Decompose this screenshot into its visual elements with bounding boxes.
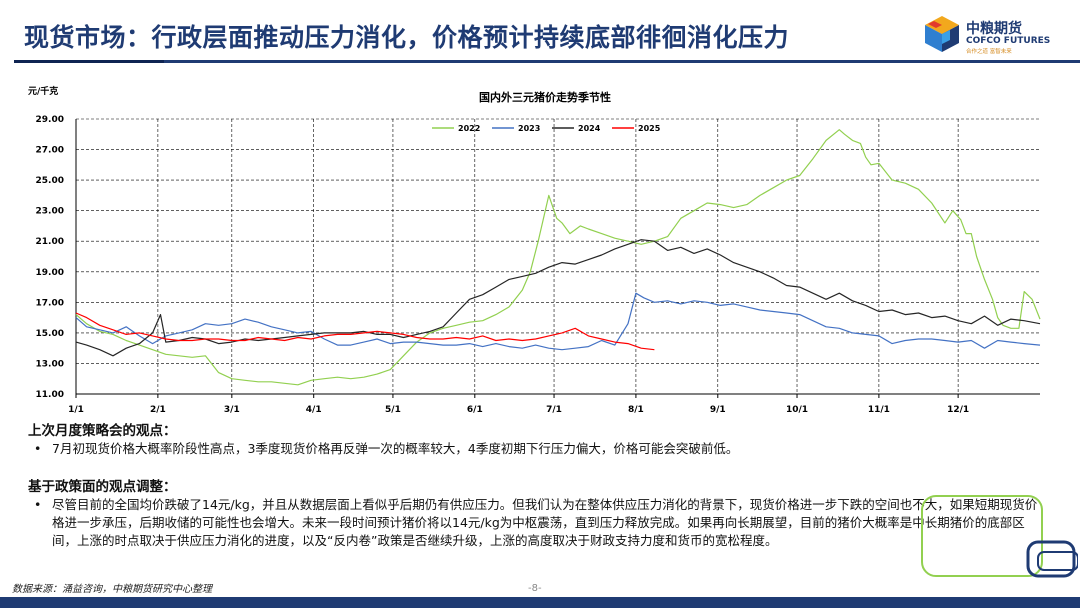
x-tick-label: 12/1 (947, 405, 969, 415)
footer-bar (0, 597, 1080, 608)
previous-view-block: 上次月度策略会的观点： • 7月初现货价格大概率阶段性高点，3季度现货价格再反弹… (28, 422, 1048, 458)
y-tick-label: 25.00 (36, 176, 64, 186)
series-line-2024 (75, 239, 1041, 357)
bullet-dot: • (34, 441, 42, 456)
x-tick-label: 9/1 (710, 405, 726, 415)
x-tick-label: 3/1 (224, 405, 240, 415)
x-tick-label: 10/1 (786, 405, 808, 415)
logo-tagline: 合作之道 富智未来 (966, 49, 1012, 55)
x-tick-label: 7/1 (546, 405, 562, 415)
series-line-2023 (75, 292, 1041, 351)
y-tick-label: 17.00 (36, 298, 64, 308)
series-line-2022 (75, 129, 1041, 386)
x-tick-label: 11/1 (868, 405, 890, 415)
seasonality-chart: 29.00 27.00 25.00 23.00 21.00 19.00 17.00 15.00… (28, 85, 1041, 415)
header-divider-accent (14, 60, 164, 63)
y-tick-label: 21.00 (36, 237, 64, 247)
bullet-dot: • (34, 497, 42, 512)
y-tick-label: 27.00 (36, 146, 64, 156)
y-tick-label: 19.00 (36, 268, 64, 278)
legend-label-2025: 2025 (638, 124, 661, 133)
y-tick-label: 23.00 (36, 207, 64, 217)
legend-label-2022: 2022 (458, 124, 480, 133)
chart-axes: 29.00 27.00 25.00 23.00 21.00 19.00 17.00 15.00… (36, 115, 1040, 415)
decorative-corner-shapes (921, 495, 1078, 578)
x-tick-label: 5/1 (385, 405, 401, 415)
series-line-2025 (75, 312, 655, 351)
previous-view-text: 7月初现货价格大概率阶段性高点，3季度现货价格再反弹一次的概率较大，4季度初期下… (52, 441, 739, 456)
policy-view-block: 基于政策面的观点调整： • 尽管目前的全国均价跌破了14元/kg，并且从数据层面… (28, 478, 1048, 550)
previous-view-heading: 上次月度策略会的观点： (28, 423, 177, 439)
cube-logo-icon (925, 16, 959, 52)
x-tick-label: 2/1 (150, 405, 166, 415)
y-tick-label: 15.00 (36, 329, 64, 339)
page-number: -8- (528, 583, 542, 594)
policy-view-text: 尽管目前的全国均价跌破了14元/kg，并且从数据层面上看似乎后期仍有供应压力。但… (52, 497, 1038, 548)
policy-view-item: • 尽管目前的全国均价跌破了14元/kg，并且从数据层面上看似乎后期仍有供应压力… (28, 496, 1048, 550)
chart-gridlines (76, 118, 1040, 395)
chart-legend: 2022 2023 2024 2025 (432, 124, 661, 133)
y-tick-label: 29.00 (36, 115, 64, 125)
previous-view-item: • 7月初现货价格大概率阶段性高点，3季度现货价格再反弹一次的概率较大，4季度初… (28, 440, 1048, 458)
y-tick-label: 13.00 (36, 359, 64, 369)
chart-title: 国内外三元猪价走势季节性 (479, 90, 611, 104)
logo-name-cn: 中粮期货 (966, 21, 1022, 37)
legend-label-2023: 2023 (518, 124, 540, 133)
x-tick-label: 1/1 (68, 405, 84, 415)
x-tick-label: 4/1 (306, 405, 322, 415)
chart-series (75, 129, 1041, 386)
data-source-note: 数据来源：涌益咨询，中粮期货研究中心整理 (12, 584, 212, 595)
policy-view-heading: 基于政策面的观点调整： (28, 479, 177, 495)
company-logo: 中粮期货 COFCO FUTURES 合作之道 富智未来 (922, 14, 1072, 58)
header-divider (14, 60, 1080, 63)
page-title: 现货市场：行政层面推动压力消化，价格预计持续底部徘徊消化压力 (24, 23, 790, 52)
logo-name-en: COFCO FUTURES (966, 36, 1051, 46)
legend-label-2024: 2024 (578, 124, 601, 133)
y-axis-unit: 元/千克 (28, 85, 58, 97)
x-tick-label: 8/1 (628, 405, 644, 415)
y-tick-label: 11.00 (36, 390, 64, 400)
x-tick-label: 6/1 (467, 405, 483, 415)
